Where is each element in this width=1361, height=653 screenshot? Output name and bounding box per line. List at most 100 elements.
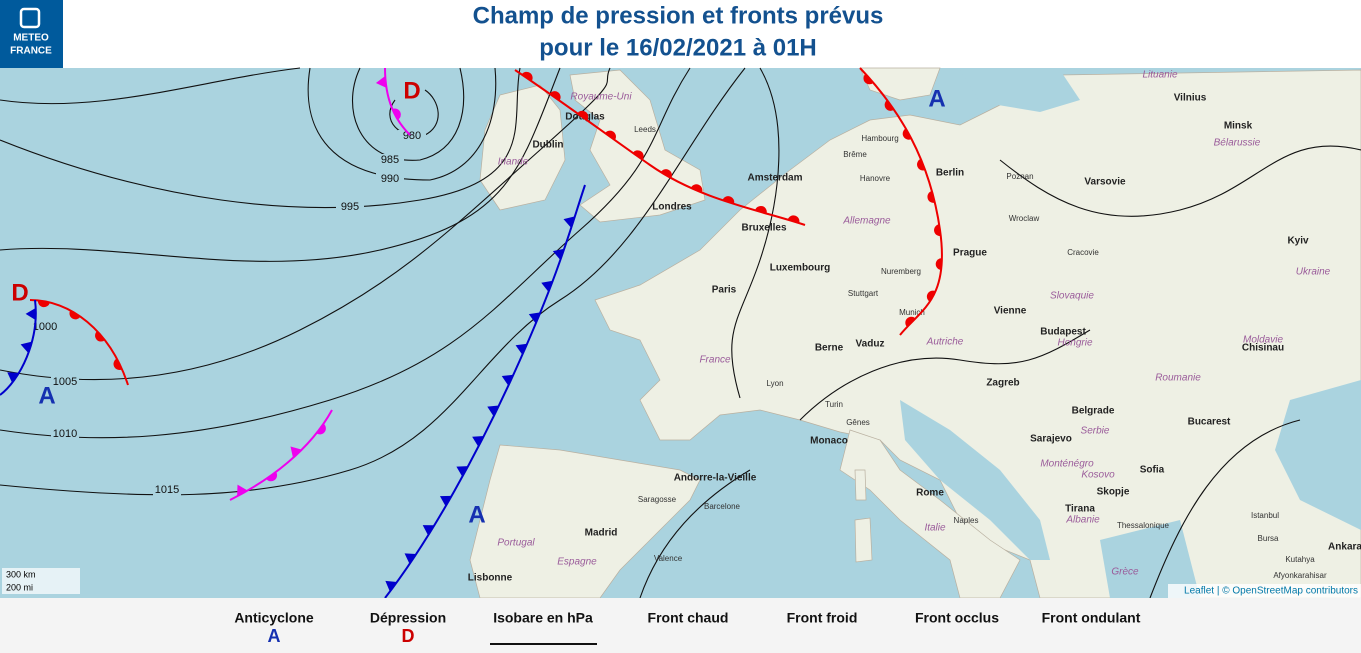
front-symbol: [549, 91, 561, 101]
front-symbol: [605, 130, 616, 141]
place-label: Monaco: [810, 436, 848, 447]
place-label: Kosovo: [1081, 470, 1115, 481]
place-label: Espagne: [557, 557, 597, 568]
isobar: [307, 67, 497, 181]
place-label: Luxembourg: [770, 263, 831, 274]
front-symbol: [902, 128, 912, 140]
place-label: Grèce: [1111, 567, 1139, 578]
place-label: Varsovie: [1084, 177, 1126, 188]
isobar: [731, 67, 780, 399]
pressure-center: D: [403, 77, 420, 104]
place-label: Serbie: [1081, 426, 1110, 437]
front-symbol: [755, 205, 767, 214]
front-symbol: [563, 216, 575, 228]
place-label: Chisinau: [1242, 343, 1284, 354]
isobar-label: 1005: [53, 376, 77, 388]
place-label: Saragosse: [638, 495, 677, 504]
isobar-label-bg: [376, 154, 404, 166]
place-label: Berlin: [936, 168, 964, 179]
place-label: Ankara: [1328, 542, 1361, 553]
front-symbol: [926, 290, 936, 302]
front-symbol: [501, 374, 514, 386]
front: [384, 67, 411, 136]
place-label: Monténégro: [1040, 459, 1094, 470]
place-label: Vienne: [994, 306, 1027, 317]
pressure-center: D: [11, 279, 28, 306]
place-label: Allemagne: [842, 216, 891, 227]
place-label: Portugal: [497, 538, 535, 549]
front-symbol: [456, 466, 469, 477]
isobar: [999, 145, 1361, 217]
place-label: Dublin: [532, 140, 563, 151]
place-label: Vaduz: [856, 339, 885, 350]
isobar-label: 985: [381, 154, 399, 166]
front-symbol: [863, 73, 874, 85]
place-label: Amsterdam: [747, 173, 802, 184]
isobar-label-bg: [398, 130, 426, 142]
front-symbol: [404, 553, 417, 564]
place-label: Istanbul: [1251, 511, 1279, 520]
front-symbol: [917, 158, 926, 171]
place-label: Hanovre: [860, 174, 891, 183]
place-label: Cracovie: [1067, 248, 1099, 257]
isobar-label-bg: [336, 201, 364, 213]
place-label: Munich: [899, 308, 925, 317]
front-symbol: [934, 224, 941, 237]
front-symbol: [439, 495, 452, 507]
front: [0, 299, 37, 396]
place-label: Brême: [843, 150, 867, 159]
map[interactable]: 9809859909951000100510101015DublinDougla…: [0, 67, 1361, 650]
place-label: Lituanie: [1142, 70, 1177, 81]
front-symbol: [905, 316, 916, 328]
isobar: [799, 329, 1091, 421]
isobar-label-bg: [153, 484, 181, 496]
place-label: Ukraine: [1296, 267, 1331, 278]
place-label: Bursa: [1258, 534, 1279, 543]
attribution[interactable]: Leaflet | © OpenStreetMap contributors: [1184, 586, 1358, 597]
isobar-label-bg: [376, 173, 404, 185]
land: [479, 84, 566, 211]
front-symbol: [25, 307, 36, 320]
place-label: Lisbonne: [468, 573, 513, 584]
front-symbol: [20, 341, 32, 354]
place-label: Lyon: [766, 379, 783, 388]
isobar: [0, 67, 521, 209]
place-label: Tirana: [1065, 504, 1095, 515]
front-symbol: [113, 358, 123, 370]
legend: [0, 598, 1361, 653]
front-symbol: [927, 191, 935, 203]
place-label: Zagreb: [986, 378, 1019, 389]
isobar: [351, 67, 465, 161]
legend-symbol: D: [402, 626, 415, 646]
place-label: Wroclaw: [1009, 214, 1040, 223]
front-symbol: [722, 196, 735, 204]
place-label: Leeds: [634, 125, 656, 134]
place-label: Minsk: [1224, 121, 1253, 132]
front: [859, 67, 943, 336]
place-label: Londres: [652, 202, 692, 213]
place-label: Bucarest: [1188, 417, 1231, 428]
isobar-label: 1015: [155, 484, 179, 496]
legend-label: Front chaud: [648, 610, 729, 626]
place-label: Budapest: [1040, 327, 1086, 338]
isobar-label: 1000: [33, 321, 57, 333]
place-label: Rome: [916, 488, 944, 499]
place-label: Vilnius: [1174, 93, 1207, 104]
place-label: Skopje: [1097, 487, 1130, 498]
place-label: Prague: [953, 248, 987, 259]
place-label: Roumanie: [1155, 373, 1201, 384]
scale-label: 200 mi: [6, 582, 33, 592]
front-symbol: [69, 310, 81, 320]
isobar: [0, 67, 691, 439]
pressure-center: A: [468, 501, 485, 528]
place-label: Stuttgart: [848, 289, 879, 298]
front-symbol: [935, 258, 942, 271]
place-label: Berne: [815, 343, 844, 354]
land: [854, 517, 873, 563]
front-symbol: [487, 405, 499, 417]
front-symbol: [552, 248, 565, 261]
front-symbol: [632, 150, 644, 160]
place-label: Gênes: [846, 418, 870, 427]
place-label: Autriche: [926, 337, 964, 348]
